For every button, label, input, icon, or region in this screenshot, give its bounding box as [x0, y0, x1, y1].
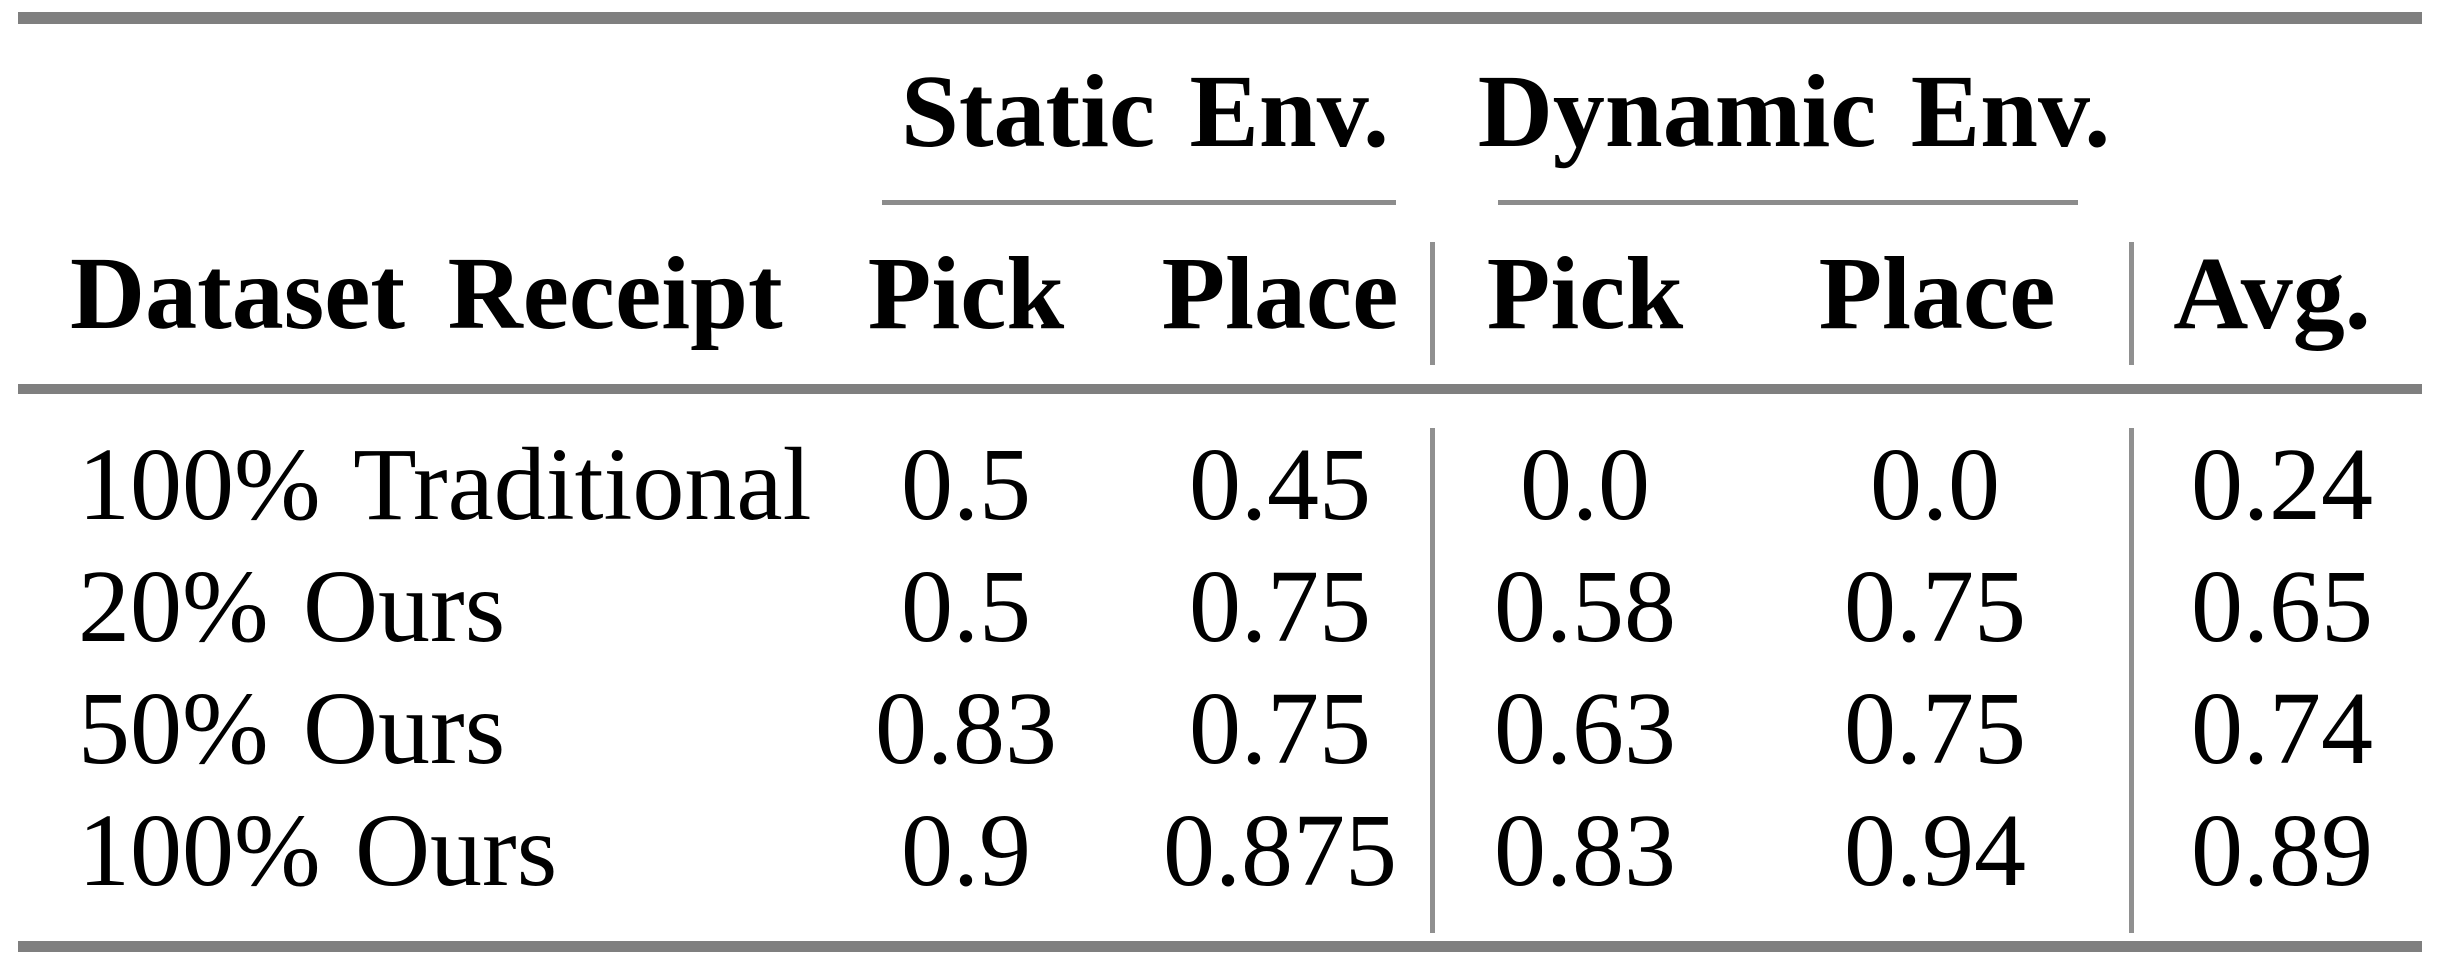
cell-static-place: 0.75 — [1189, 549, 1371, 664]
cell-dynamic-pick: 0.0 — [1520, 427, 1650, 542]
table-mid-rule — [18, 384, 2422, 394]
cell-avg: 0.89 — [2191, 793, 2373, 908]
col-header-static-pick: Pick — [867, 236, 1065, 351]
cell-dynamic-place: 0.75 — [1844, 671, 2026, 786]
cell-dynamic-pick: 0.58 — [1494, 549, 1676, 664]
cell-dynamic-pick: 0.83 — [1494, 793, 1676, 908]
cell-dynamic-place: 0.94 — [1844, 793, 2026, 908]
cell-static-pick: 0.5 — [901, 549, 1031, 664]
col-header-dynamic-pick: Pick — [1486, 236, 1684, 351]
row-label: 100% Ours — [78, 793, 558, 908]
cell-avg: 0.74 — [2191, 671, 2373, 786]
table-top-rule — [18, 12, 2422, 24]
column-separator-2-header — [2129, 242, 2134, 365]
row-label: 50% Ours — [78, 671, 506, 786]
cell-static-place: 0.45 — [1189, 427, 1371, 542]
column-separator-1-header — [1430, 242, 1435, 365]
table-bottom-rule — [18, 941, 2422, 952]
cell-avg: 0.65 — [2191, 549, 2373, 664]
column-separator-2-body — [2129, 428, 2134, 933]
cell-avg: 0.24 — [2191, 427, 2373, 542]
cell-static-place: 0.875 — [1163, 793, 1397, 908]
group-header-dynamic-env: Dynamic Env. — [1477, 54, 2111, 169]
cell-dynamic-pick: 0.63 — [1494, 671, 1676, 786]
static-env-cmidrule — [882, 200, 1396, 205]
cell-dynamic-place: 0.0 — [1870, 427, 2000, 542]
cell-static-pick: 0.9 — [901, 793, 1031, 908]
row-label: 20% Ours — [78, 549, 506, 664]
col-header-avg: Avg. — [2173, 236, 2371, 351]
cell-static-place: 0.75 — [1189, 671, 1371, 786]
cell-static-pick: 0.5 — [901, 427, 1031, 542]
dynamic-env-cmidrule — [1498, 200, 2078, 205]
cell-dynamic-place: 0.75 — [1844, 549, 2026, 664]
col-header-static-place: Place — [1161, 236, 1399, 351]
col-header-dataset-receipt: Dataset Receipt — [70, 236, 783, 351]
col-header-dynamic-place: Place — [1818, 236, 2056, 351]
column-separator-1-body — [1430, 428, 1435, 933]
group-header-static-env: Static Env. — [901, 54, 1389, 169]
cell-static-pick: 0.83 — [875, 671, 1057, 786]
row-label: 100% Traditional — [78, 427, 812, 542]
